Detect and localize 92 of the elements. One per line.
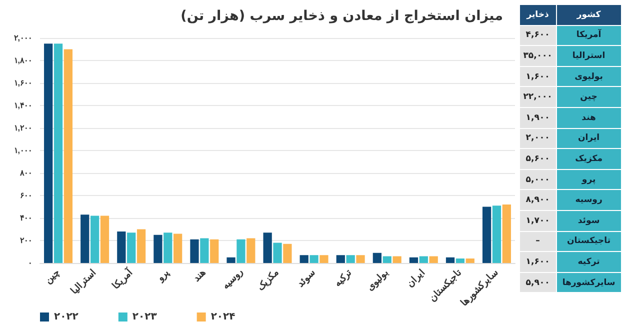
bar (336, 255, 345, 263)
category-label: ایران (556, 128, 622, 149)
x-tick-label: پرو (154, 267, 172, 284)
bar (502, 204, 511, 263)
text: ۵,۹۰۰ (526, 278, 550, 288)
category-label: روسیه (556, 190, 622, 210)
text: ۱,۷۰۰ (526, 216, 550, 226)
y-tick-label: ۱,۰۰۰ (14, 146, 32, 155)
category-label: مکزیک (556, 148, 622, 170)
bar (100, 216, 110, 263)
bar (210, 239, 219, 263)
bar (54, 44, 63, 263)
category-label: استرالیا (556, 46, 622, 66)
bar (466, 258, 474, 263)
text: ۱,۶۰۰ (526, 256, 550, 267)
text: ۱,۹۰۰ (526, 112, 550, 123)
bar (446, 257, 455, 263)
x-tick-label: ایران (404, 267, 428, 290)
legend-label: ۲۰۲۴ (210, 312, 236, 322)
legend-label: ۲۰۲۳ (132, 312, 157, 322)
bar (273, 242, 282, 263)
text: ۲۲,۰۰۰ (523, 92, 552, 102)
category-label: آمریکا (556, 25, 622, 46)
bar (64, 49, 73, 263)
category-label: پرو (556, 169, 622, 190)
bar (90, 216, 100, 263)
bar (136, 229, 146, 263)
bar (154, 234, 162, 263)
bar (263, 232, 272, 263)
bar (174, 234, 182, 263)
text: ۴,۶۰۰ (526, 30, 550, 40)
x-tick-label: سایرکشورها (458, 267, 501, 309)
bar (200, 238, 209, 263)
legend-label: ۲۰۲۲ (54, 312, 78, 322)
text: کشور (556, 4, 622, 26)
x-tick-label: آمریکا (110, 266, 136, 292)
x-tick-label: ترکیه (332, 267, 354, 290)
bar (346, 255, 355, 263)
bar (372, 252, 382, 263)
text: ۵,۶۰۰ (526, 154, 550, 164)
text: ۲,۰۰۰ (526, 133, 550, 144)
bar (409, 257, 418, 263)
bar (456, 258, 465, 263)
text: ۵,۰۰۰ (526, 174, 550, 185)
category-label: تاجیکستان (556, 231, 622, 252)
category-label: بولیوی (556, 66, 622, 87)
category-label: هند (556, 107, 622, 128)
bar (236, 239, 246, 263)
y-tick-label: ۴۰۰ (20, 214, 32, 222)
y-tick-label: ۶۰۰ (20, 191, 32, 200)
bar (283, 244, 292, 263)
x-tick-label: هند (191, 267, 208, 284)
bar (226, 257, 236, 263)
text: ذخایر (520, 4, 556, 26)
y-tick-label: ۰ (28, 258, 32, 268)
bar (320, 255, 328, 263)
text: ۸,۹۰۰ (526, 195, 550, 206)
x-tick-label: استرالیا (69, 267, 99, 297)
bar (310, 255, 318, 263)
text: ۳۵,۰۰۰ (523, 50, 552, 61)
bar (80, 214, 90, 263)
bar (164, 232, 172, 263)
bar (127, 232, 136, 263)
chart-title: میزان استخراج از معادن و ذخایر سرب (هزار تن) (180, 8, 504, 24)
y-tick-label: ۱,۶۰۰ (14, 78, 32, 88)
x-tick-label: مکزیک (255, 267, 282, 294)
bar (356, 255, 365, 263)
y-tick-label: ۱,۴۰۰ (14, 101, 32, 110)
y-tick-label: ۲,۰۰۰ (14, 34, 32, 42)
bar (392, 256, 402, 263)
y-tick-label: ۸۰۰ (19, 168, 32, 178)
bar (300, 255, 308, 263)
category-label: سوئد (556, 210, 622, 232)
bar (482, 206, 492, 263)
category-label: چین (556, 86, 622, 108)
bar (246, 238, 256, 263)
y-tick-label: ۲۰۰ (20, 236, 32, 245)
bar (382, 256, 392, 263)
y-tick-label: ۱,۸۰۰ (14, 56, 32, 65)
bar (419, 256, 428, 263)
bar (492, 206, 502, 263)
text: – (536, 236, 540, 246)
x-tick-label: بولیوی (364, 267, 392, 294)
bar (190, 239, 199, 263)
bar (44, 44, 53, 263)
bar (429, 256, 438, 263)
bar (117, 232, 126, 263)
text: ۱,۶۰۰ (526, 72, 550, 82)
x-tick-label: چین (43, 267, 62, 286)
x-tick-label: روسیه (220, 266, 246, 292)
y-tick-label: ۱,۲۰۰ (14, 124, 32, 132)
x-tick-label: سوئد (295, 267, 318, 290)
